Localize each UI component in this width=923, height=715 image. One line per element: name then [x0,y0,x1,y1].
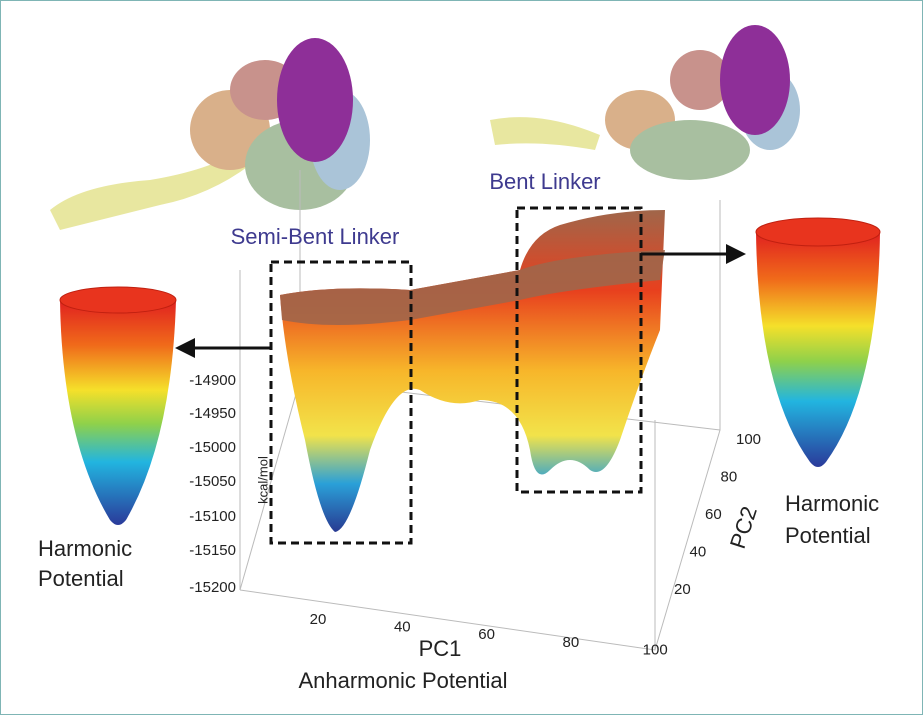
z-tick-label: -15200 [189,579,236,596]
label: Potential [785,523,871,548]
harmonic-cone [59,286,177,525]
y-tick-label: 60 [705,506,722,523]
z-tick-label: -15050 [189,473,236,490]
x-tick-label: 20 [310,611,327,628]
x-tick-label: 80 [563,634,580,651]
z-tick-label: -14900 [189,372,236,389]
label: Bent Linker [489,169,600,194]
label: Harmonic [38,536,132,561]
x-tick-label: 60 [478,626,495,643]
protein-right [490,25,800,180]
caption: Anharmonic Potential [298,668,507,693]
label: Semi-Bent Linker [231,224,400,249]
protein-left [50,38,370,230]
selection-box [515,206,643,494]
z-tick-label: -15150 [189,542,236,559]
y-tick-label: 80 [721,468,738,485]
y-tick-label: 100 [736,431,761,448]
label: Potential [38,566,124,591]
energy-surface [280,210,665,532]
z-tick-label: -14950 [189,405,236,422]
z-axis-label: kcal/mol [255,456,270,504]
y-tick-label: 40 [690,543,707,560]
label: Harmonic [785,491,879,516]
selection-box [269,260,413,545]
y-tick-label: 20 [674,581,691,598]
ticks: -14900 -14950 -15000 -15050 -15100 -15150 -152… [189,372,761,658]
harmonic-cone [755,217,881,467]
z-tick-label: -15000 [189,439,236,456]
z-tick-label: -15100 [189,508,236,525]
x-tick-label: 40 [394,619,411,636]
x-axis-label: PC1 [419,636,462,661]
arrow [175,244,746,358]
x-tick-label: 100 [643,641,668,658]
